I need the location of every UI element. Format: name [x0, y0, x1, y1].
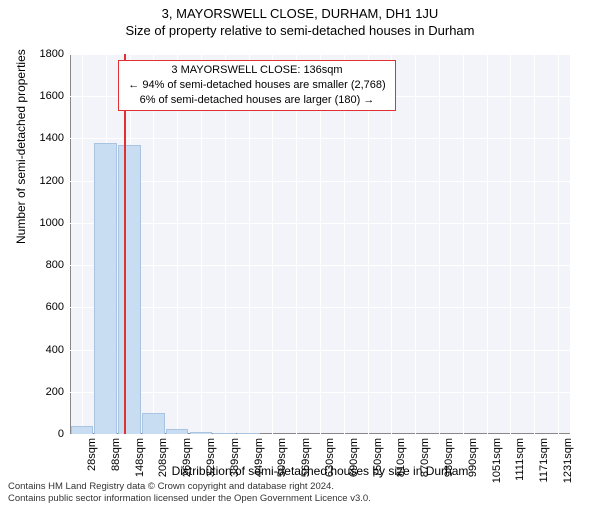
chart-title-main: 3, MAYORSWELL CLOSE, DURHAM, DH1 1JU: [0, 6, 600, 21]
ytick-label: 800: [46, 259, 64, 271]
gridline-v: [534, 54, 535, 434]
gridline-v: [153, 54, 154, 434]
ytick-label: 400: [46, 344, 64, 356]
credits-line1: Contains HM Land Registry data © Crown c…: [8, 481, 371, 492]
ytick-label: 0: [58, 428, 64, 440]
histogram-bar: [190, 432, 213, 434]
ytick-label: 600: [46, 301, 64, 313]
annotation-box: 3 MAYORSWELL CLOSE: 136sqm← 94% of semi-…: [118, 60, 396, 111]
annotation-line1: 3 MAYORSWELL CLOSE: 136sqm: [125, 63, 389, 78]
credits-line2: Contains public sector information licen…: [8, 493, 371, 504]
ytick-label: 1000: [40, 217, 64, 229]
histogram-bar: [166, 429, 189, 434]
ytick-label: 1800: [40, 48, 64, 60]
histogram-bar: [237, 433, 260, 434]
gridline-v: [415, 54, 416, 434]
histogram-bar: [142, 413, 165, 434]
gridline-v: [439, 54, 440, 434]
gridline-v: [344, 54, 345, 434]
gridline-v: [558, 54, 559, 434]
histogram-bar: [71, 426, 94, 434]
chart-plot-area: 02004006008001000120014001600180028sqm88…: [70, 54, 570, 434]
histogram-bar: [94, 143, 117, 434]
gridline-v: [296, 54, 297, 434]
credits-text: Contains HM Land Registry data © Crown c…: [8, 481, 371, 504]
ytick-label: 1200: [40, 175, 64, 187]
annotation-line2: ← 94% of semi-detached houses are smalle…: [125, 78, 389, 93]
x-axis-label: Distribution of semi-detached houses by …: [0, 464, 600, 478]
y-axis-label: Number of semi-detached properties: [14, 49, 28, 244]
gridline-v: [368, 54, 369, 434]
gridline-v: [177, 54, 178, 434]
gridline-v: [225, 54, 226, 434]
chart-title-sub: Size of property relative to semi-detach…: [0, 23, 600, 38]
ytick-label: 1600: [40, 90, 64, 102]
gridline-v: [487, 54, 488, 434]
histogram-bar: [213, 433, 236, 434]
gridline-v: [320, 54, 321, 434]
gridline-v: [510, 54, 511, 434]
gridline-v: [463, 54, 464, 434]
ytick-label: 200: [46, 386, 64, 398]
gridline-v: [272, 54, 273, 434]
reference-marker-line: [124, 54, 126, 434]
gridline-h: [70, 434, 570, 435]
gridline-v: [391, 54, 392, 434]
gridline-v: [82, 54, 83, 434]
ytick-label: 1400: [40, 132, 64, 144]
annotation-line3: 6% of semi-detached houses are larger (1…: [125, 93, 389, 108]
gridline-v: [201, 54, 202, 434]
histogram-bar: [118, 145, 141, 434]
gridline-v: [249, 54, 250, 434]
